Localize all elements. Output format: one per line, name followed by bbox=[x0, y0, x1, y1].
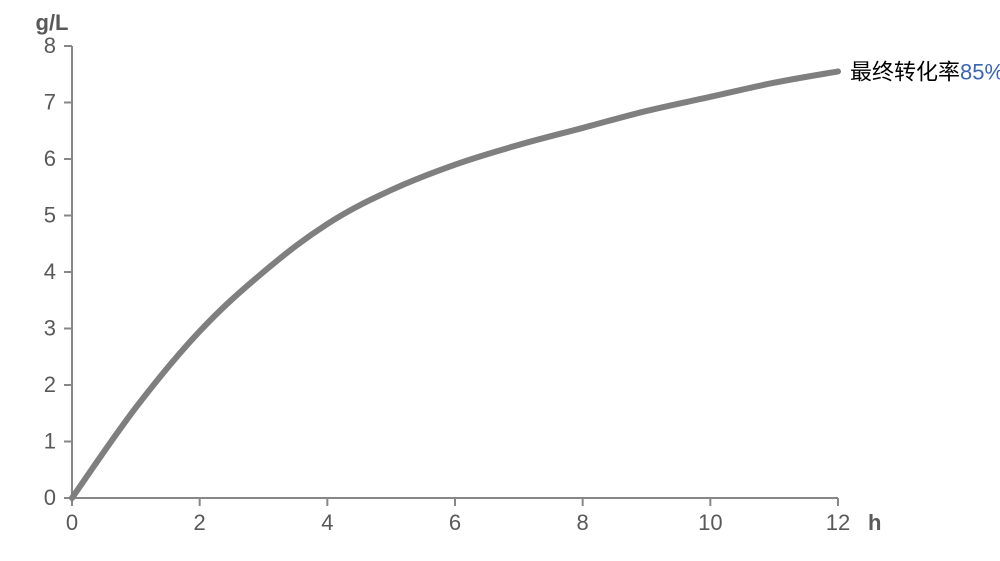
y-axis-title: g/L bbox=[36, 10, 69, 35]
chart-container: 012345678024681012g/Lh最终转化率85% bbox=[0, 0, 1000, 561]
x-tick-label: 4 bbox=[321, 510, 333, 535]
x-tick-label: 12 bbox=[826, 510, 850, 535]
x-tick-label: 0 bbox=[66, 510, 78, 535]
y-tick-label: 7 bbox=[44, 90, 56, 115]
y-tick-label: 5 bbox=[44, 203, 56, 228]
y-tick-label: 3 bbox=[44, 316, 56, 341]
y-tick-label: 2 bbox=[44, 372, 56, 397]
y-tick-label: 1 bbox=[44, 429, 56, 454]
x-tick-label: 8 bbox=[577, 510, 589, 535]
y-tick-label: 8 bbox=[44, 33, 56, 58]
y-tick-label: 6 bbox=[44, 146, 56, 171]
x-tick-label: 10 bbox=[698, 510, 722, 535]
line-chart: 012345678024681012g/Lh最终转化率85% bbox=[0, 0, 1000, 561]
y-tick-label: 0 bbox=[44, 485, 56, 510]
y-tick-label: 4 bbox=[44, 259, 56, 284]
x-axis-title: h bbox=[868, 510, 881, 535]
annotation-label: 最终转化率85% bbox=[850, 59, 1000, 84]
x-tick-label: 6 bbox=[449, 510, 461, 535]
x-tick-label: 2 bbox=[194, 510, 206, 535]
